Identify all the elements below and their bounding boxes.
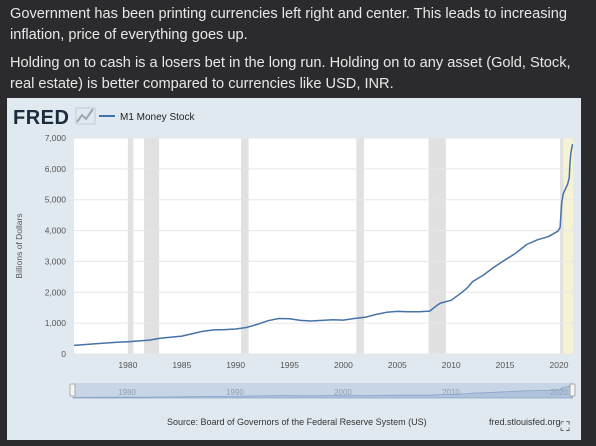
fred-logo-graph-icon bbox=[75, 107, 96, 125]
navigator-label-2020: 2020 bbox=[550, 388, 568, 397]
chart-svg: FRED M1 Money Stock 0 1,000 2,000 3,000 4,000 5… bbox=[13, 107, 576, 427]
source-text: Source: Board of Governors of the Federa… bbox=[167, 417, 427, 427]
x-tick-label-2020: 2020 bbox=[550, 360, 569, 370]
recession-band-3 bbox=[241, 138, 249, 354]
fred-chart-card: FRED M1 Money Stock 0 1,000 2,000 3,000 4,000 5… bbox=[7, 98, 581, 440]
fred-logo: FRED bbox=[13, 107, 69, 129]
x-tick-label-1990: 1990 bbox=[226, 360, 245, 370]
recession-band-4 bbox=[356, 138, 364, 354]
site-link: fred.stlouisfed.org bbox=[489, 417, 561, 427]
y-tick-label-7000: 7,000 bbox=[45, 133, 67, 143]
series-line-1 bbox=[73, 144, 574, 347]
navigator-label-1980: 1980 bbox=[118, 388, 136, 397]
y-tick-label-6000: 6,000 bbox=[45, 164, 67, 174]
post-paragraph-2: Holding on to cash is a losers bet in th… bbox=[10, 55, 571, 92]
y-tick-label-0: 0 bbox=[61, 349, 66, 359]
recession-band-1 bbox=[127, 138, 134, 354]
x-tick-label-2010: 2010 bbox=[442, 360, 461, 370]
recession-band-2 bbox=[144, 138, 160, 354]
y-tick-label-1000: 1,000 bbox=[45, 318, 67, 328]
expand-icon[interactable]: ⛶ bbox=[560, 419, 570, 434]
x-tick-label-2015: 2015 bbox=[496, 360, 515, 370]
legend-label: M1 Money Stock bbox=[120, 112, 195, 123]
navigator-label-2000: 2000 bbox=[334, 388, 352, 397]
post-paragraph-1: Government has been printing currencies … bbox=[10, 6, 568, 43]
navigator-handle-left[interactable] bbox=[69, 383, 76, 397]
y-tick-label-3000: 3,000 bbox=[45, 256, 67, 266]
y-tick-label-4000: 4,000 bbox=[45, 226, 67, 236]
navigator-handle-right[interactable] bbox=[569, 383, 576, 397]
navigator-label-1990: 1990 bbox=[226, 388, 244, 397]
x-tick-label-1995: 1995 bbox=[280, 360, 299, 370]
y-tick-label-5000: 5,000 bbox=[45, 195, 67, 205]
x-tick-label-1985: 1985 bbox=[172, 360, 191, 370]
y-tick-label-2000: 2,000 bbox=[45, 287, 67, 297]
x-tick-label-2000: 2000 bbox=[334, 360, 353, 370]
recession-band-5 bbox=[428, 138, 446, 354]
recession-band-6 bbox=[560, 138, 564, 354]
post-text: Government has been printing currencies … bbox=[10, 4, 586, 102]
navigator-series bbox=[72, 383, 573, 399]
x-tick-label-1980: 1980 bbox=[118, 360, 137, 370]
y-axis-label: Billions of Dollars bbox=[14, 213, 24, 278]
navigator-label-2010: 2010 bbox=[442, 388, 460, 397]
x-tick-label-2005: 2005 bbox=[388, 360, 407, 370]
